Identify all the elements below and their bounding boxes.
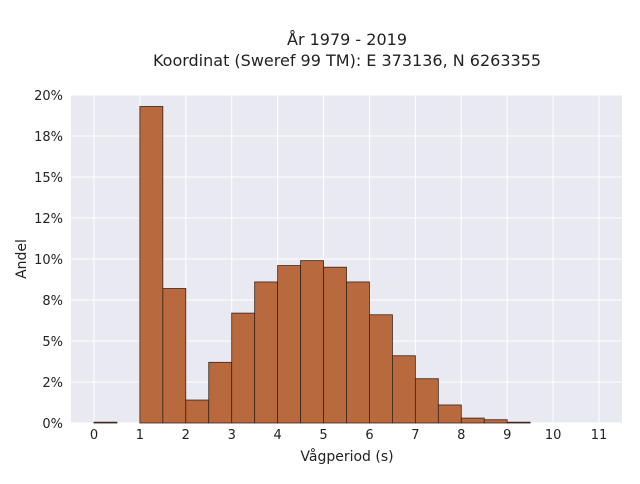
x-tick-label: 5 xyxy=(319,428,327,443)
histogram-bar xyxy=(483,419,508,424)
x-tick-label: 9 xyxy=(503,428,511,443)
histogram-bar xyxy=(369,314,393,424)
y-tick-label: 20% xyxy=(34,89,63,104)
y-axis-ticks: 0% 2% 5% 8% 10% 12% 15% 18% 20% xyxy=(34,89,63,432)
x-tick-label: 7 xyxy=(411,428,419,443)
x-tick-label: 4 xyxy=(273,428,281,443)
histogram-bar xyxy=(185,399,210,424)
y-tick-label: 15% xyxy=(34,171,63,186)
y-tick-label: 2% xyxy=(42,376,63,391)
x-tick-label: 8 xyxy=(457,428,465,443)
histogram-bar xyxy=(414,378,439,424)
histogram-bar xyxy=(139,106,164,424)
x-tick-label: 0 xyxy=(90,428,98,443)
y-tick-label: 10% xyxy=(34,253,63,268)
histogram-bar xyxy=(162,288,187,424)
y-tick-label: 18% xyxy=(34,130,63,145)
histogram-bar xyxy=(460,417,485,424)
y-tick-label: 8% xyxy=(42,294,63,309)
y-axis-label: Andel xyxy=(14,239,30,279)
y-tick-label: 12% xyxy=(34,212,63,227)
histogram-bar xyxy=(93,421,118,424)
x-tick-label: 2 xyxy=(182,428,190,443)
histogram-bar xyxy=(277,265,301,424)
histogram-bar xyxy=(300,260,324,424)
x-tick-label: 3 xyxy=(228,428,236,443)
bars xyxy=(93,106,531,424)
x-axis-label: Vågperiod (s) xyxy=(300,448,393,465)
chart-title-line2: Koordinat (Sweref 99 TM): E 373136, N 62… xyxy=(153,51,541,70)
x-tick-label: 11 xyxy=(591,428,608,443)
x-tick-label: 1 xyxy=(136,428,144,443)
x-tick-label: 6 xyxy=(365,428,373,443)
histogram-bar xyxy=(254,281,279,424)
histogram-bar xyxy=(506,421,531,424)
histogram-bar xyxy=(208,361,233,424)
y-tick-label: 5% xyxy=(42,335,63,350)
histogram-bar xyxy=(392,355,416,424)
histogram-bar xyxy=(437,404,462,424)
x-axis-ticks: 0 1 2 3 4 5 6 7 8 9 10 11 xyxy=(90,428,607,443)
chart-title-line1: År 1979 - 2019 xyxy=(287,30,407,49)
histogram-bar xyxy=(323,266,347,424)
histogram-bar xyxy=(231,312,256,424)
histogram-bar xyxy=(346,281,370,424)
y-tick-label: 0% xyxy=(42,417,63,432)
x-tick-label: 10 xyxy=(545,428,562,443)
